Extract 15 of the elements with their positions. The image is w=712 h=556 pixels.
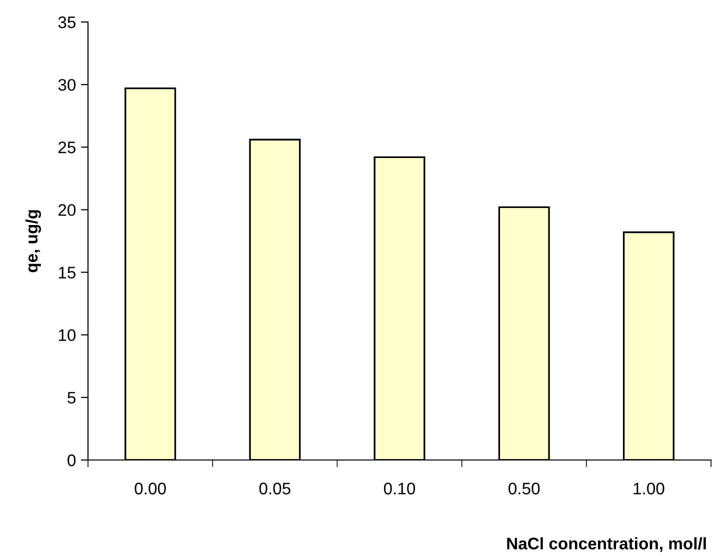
y-tick-label: 5	[68, 392, 76, 404]
y-tick-label: 35	[58, 16, 76, 28]
y-tick-label: 0	[68, 454, 76, 466]
y-tick-label: 25	[58, 142, 76, 154]
x-tick-label: 0.50	[508, 482, 540, 494]
y-tick-label: 20	[58, 204, 76, 216]
x-axis-title: NaCl concentration, mol/l	[507, 537, 706, 552]
x-tick-label: 1.00	[634, 482, 664, 494]
y-tick-label: 15	[58, 266, 76, 278]
y-tick-label: 10	[58, 329, 76, 342]
y-tick-label: 30	[58, 78, 76, 91]
x-tick-label: 0.00	[134, 482, 166, 494]
y-axis-title: qe, ug/g	[25, 210, 41, 272]
x-tick-label: 0.05	[259, 482, 290, 494]
x-tick-label: 0.10	[384, 482, 416, 494]
